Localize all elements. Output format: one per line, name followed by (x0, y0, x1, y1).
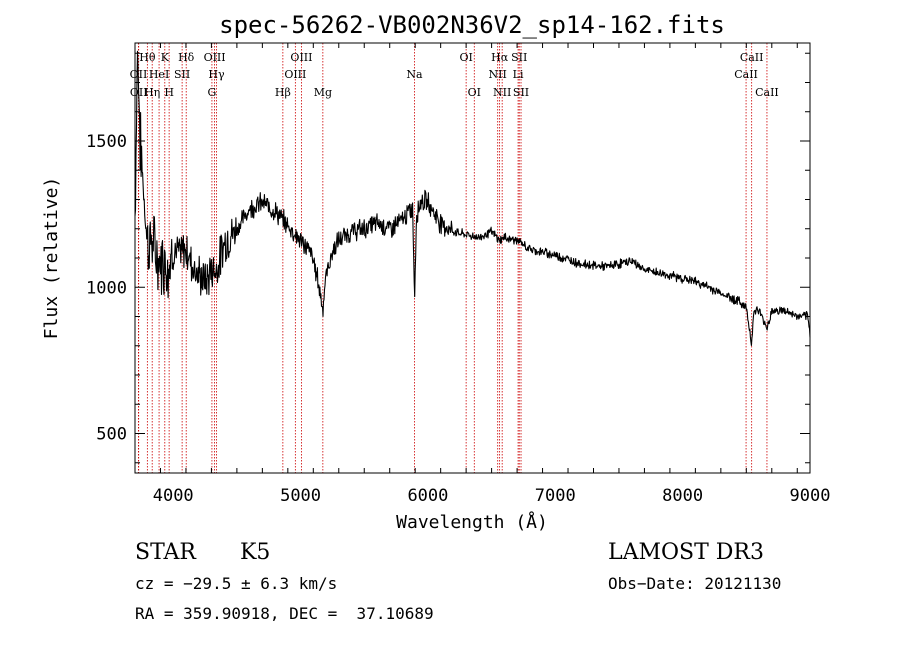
line-label-5: K (161, 51, 170, 64)
y-tick-label: 1500 (86, 132, 127, 152)
y-axis-label: Flux (relative) (41, 177, 62, 340)
line-label-13: OIII (290, 51, 312, 64)
spectrum-line (134, 50, 811, 346)
survey-name: LAMOST DR3 (608, 540, 764, 565)
y-tick-label: 500 (96, 425, 127, 445)
line-label-27: CaII (755, 86, 779, 99)
line-label-8: Hδ (178, 51, 195, 64)
line-label-23: Li (513, 68, 524, 81)
x-tick-label: 6000 (407, 486, 448, 506)
x-tick-label: 5000 (280, 486, 321, 506)
line-label-25: CaII (734, 68, 758, 81)
line-label-2: Hθ (139, 51, 156, 64)
x-axis: 4000 5000 6000 7000 8000 9000 (134, 43, 831, 506)
x-tick-label: 7000 (535, 486, 576, 506)
line-label-6: H (164, 86, 174, 99)
line-label-7: SII (174, 68, 190, 81)
line-label-10: Hγ (208, 68, 225, 81)
x-axis-label: Wavelength (Å) (396, 511, 548, 533)
y-axis: 500 1000 1500 (86, 52, 810, 464)
line-label-19: Hα (491, 51, 509, 64)
x-tick-label: 9000 (790, 486, 831, 506)
line-label-15: Mg (314, 86, 332, 99)
y-tick-label: 1000 (86, 278, 127, 298)
line-label-14: OIII (284, 68, 306, 81)
obs-date: Obs−Date: 20121130 (608, 574, 782, 593)
line-label-17: OI (459, 51, 472, 64)
line-label-11: G (208, 86, 217, 99)
line-label-24: SII (513, 86, 529, 99)
line-label-16: Na (406, 68, 423, 81)
line-label-3: Hη (144, 86, 160, 99)
line-label-18: OI (468, 86, 481, 99)
x-tick-label: 4000 (153, 486, 194, 506)
line-label-21: NII (493, 86, 511, 99)
line-label-12: Hβ (275, 86, 291, 99)
emission-line-markers (138, 43, 768, 473)
object-class: STAR (135, 540, 196, 565)
coordinates-text: RA = 359.90918, DEC = 37.10689 (135, 604, 434, 623)
line-label-20: NII (489, 68, 507, 81)
chart-title: spec-56262-VB002N36V2_sp14-162.fits (219, 11, 725, 39)
plot-frame (134, 42, 811, 474)
line-label-9: OIII (204, 51, 226, 64)
line-label-4: HeI (149, 68, 169, 81)
line-label-22: SII (511, 51, 527, 64)
x-tick-label: 8000 (662, 486, 703, 506)
redshift-text: cz = −29.5 ± 6.3 km/s (135, 574, 338, 593)
line-label-26: CaII (740, 51, 764, 64)
object-subclass: K5 (240, 540, 271, 565)
